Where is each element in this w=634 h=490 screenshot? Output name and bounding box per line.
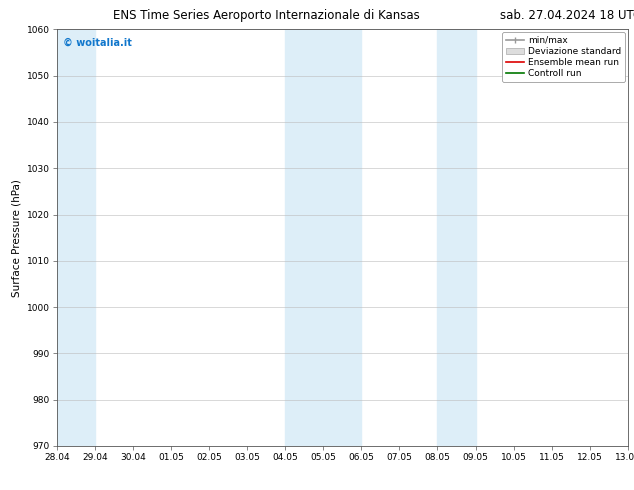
Text: © woitalia.it: © woitalia.it (63, 38, 132, 48)
Text: sab. 27.04.2024 18 UTC: sab. 27.04.2024 18 UTC (500, 9, 634, 22)
Y-axis label: Surface Pressure (hPa): Surface Pressure (hPa) (11, 179, 22, 296)
Text: ENS Time Series Aeroporto Internazionale di Kansas: ENS Time Series Aeroporto Internazionale… (113, 9, 420, 22)
Bar (285, 29, 361, 446)
Legend: min/max, Deviazione standard, Ensemble mean run, Controll run: min/max, Deviazione standard, Ensemble m… (502, 32, 625, 82)
Bar (57, 29, 95, 446)
Bar (437, 29, 476, 446)
